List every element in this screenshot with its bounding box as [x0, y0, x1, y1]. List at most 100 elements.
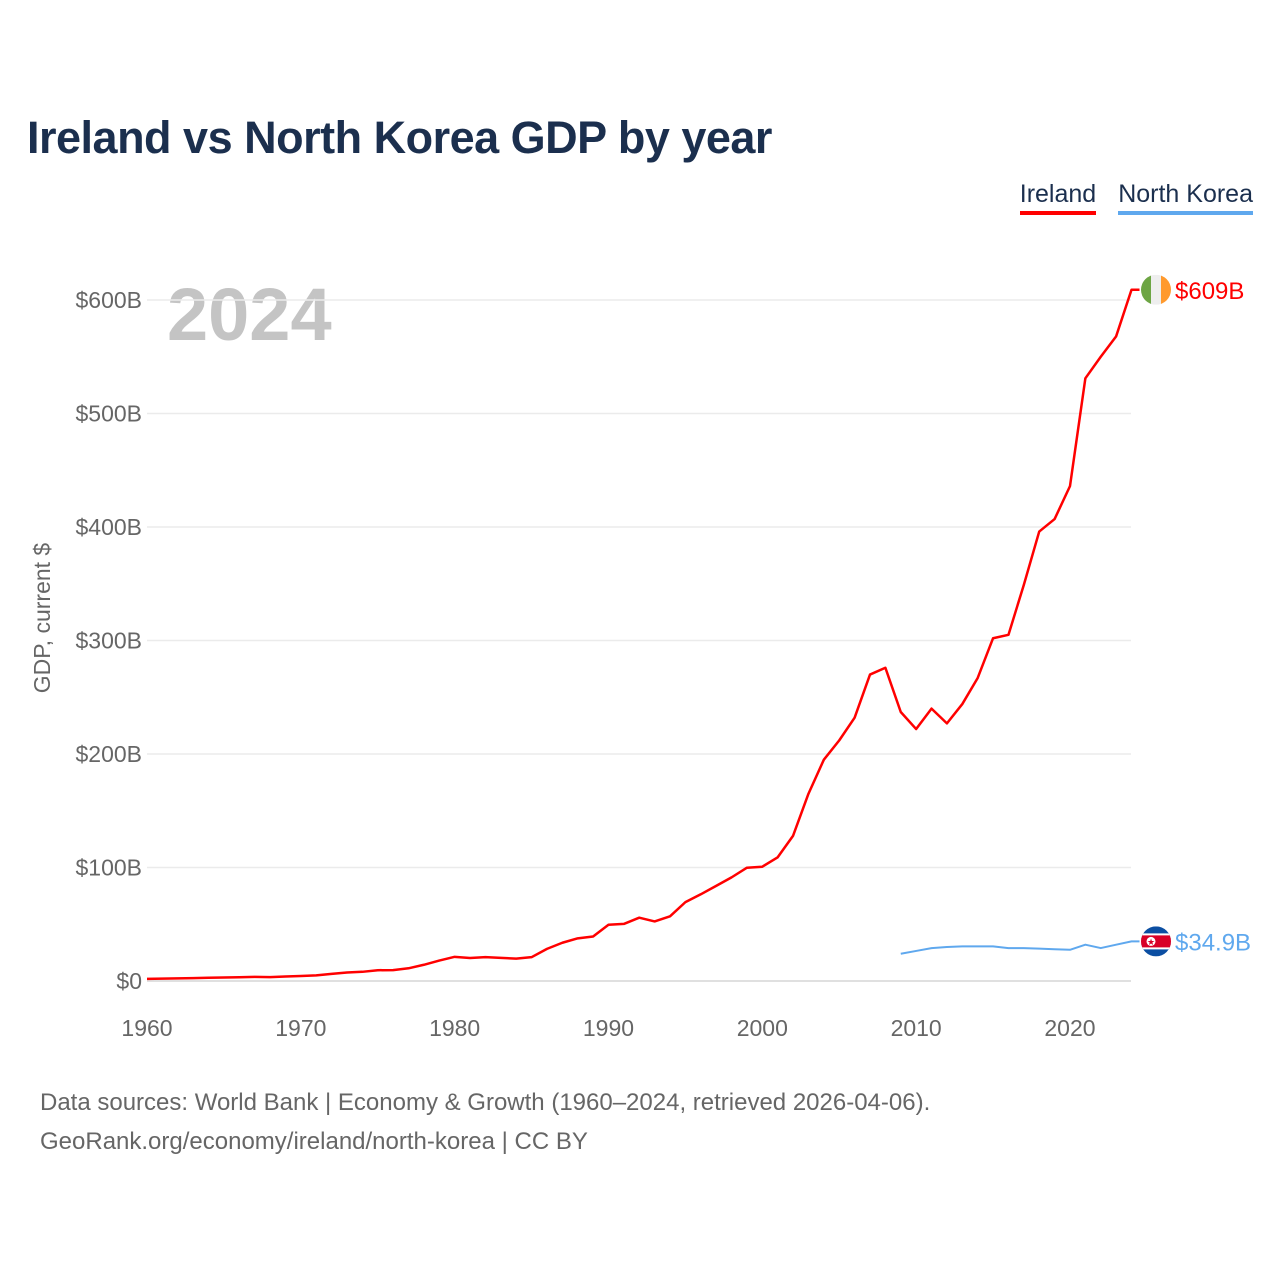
data-point: [190, 975, 196, 981]
data-point: [929, 945, 935, 951]
data-point: [1113, 942, 1119, 948]
data-point: [1067, 483, 1073, 489]
data-point: [1036, 529, 1042, 535]
data-point: [452, 954, 458, 960]
data-point: [867, 672, 873, 678]
data-point: [252, 974, 258, 980]
x-tick-label: 1990: [583, 1015, 634, 1041]
x-tick-label: 1960: [121, 1015, 172, 1041]
data-point: [1005, 945, 1011, 951]
data-point: [805, 791, 811, 797]
data-point: [759, 864, 765, 870]
data-point: [529, 954, 535, 960]
data-point: [744, 865, 750, 871]
y-tick-label: $600B: [75, 287, 142, 313]
data-point: [144, 976, 150, 982]
data-point: [1052, 516, 1058, 522]
svg-text:★: ★: [1147, 937, 1155, 947]
data-point: [959, 943, 965, 949]
data-point: [605, 922, 611, 928]
chart-title: Ireland vs North Korea GDP by year: [27, 112, 772, 163]
data-point: [929, 706, 935, 712]
data-point: [206, 975, 212, 981]
data-point: [1005, 632, 1011, 638]
data-point: [1098, 945, 1104, 951]
north-korea-flag-icon: ★: [1141, 926, 1171, 957]
data-point: [944, 720, 950, 726]
ireland-flag-icon: [1141, 274, 1171, 305]
footer-sources: Data sources: World Bank | Economy & Gro…: [40, 1089, 931, 1116]
data-point: [175, 975, 181, 981]
data-point: [406, 965, 412, 971]
x-tick-label: 1980: [429, 1015, 480, 1041]
data-point: [421, 962, 427, 968]
data-point: [852, 715, 858, 721]
data-point: [913, 948, 919, 954]
data-point: [498, 955, 504, 961]
data-point: [975, 943, 981, 949]
y-tick-label: $400B: [75, 514, 142, 540]
data-point: [313, 972, 319, 978]
data-point: [621, 921, 627, 927]
data-point: [159, 976, 165, 982]
data-point: [944, 944, 950, 950]
data-point: [298, 973, 304, 979]
legend: Ireland North Korea: [1019, 180, 1253, 215]
y-tick-label: $0: [116, 968, 142, 994]
data-point: [482, 954, 488, 960]
series-line-ireland: [146, 288, 1140, 981]
end-value-label: $609B: [1175, 278, 1244, 305]
data-point: [559, 940, 565, 946]
end-value-label: $34.9B: [1175, 929, 1251, 956]
data-point: [1021, 945, 1027, 951]
data-point: [359, 969, 365, 975]
data-point: [236, 974, 242, 980]
data-point: [467, 955, 473, 961]
data-point: [698, 891, 704, 897]
legend-ireland[interactable]: Ireland: [1019, 180, 1097, 215]
data-point: [898, 951, 904, 957]
y-axis-label: GDP, current $: [29, 543, 55, 694]
y-tick-label: $500B: [75, 401, 142, 427]
data-point: [590, 934, 596, 940]
data-point: [975, 675, 981, 681]
data-point: [713, 883, 719, 889]
data-point: [636, 915, 642, 921]
x-tick-label: 1970: [275, 1015, 326, 1041]
data-point: [1129, 287, 1135, 293]
data-point: [775, 854, 781, 860]
footer-link[interactable]: GeoRank.org/economy/ireland/north-korea …: [40, 1128, 588, 1155]
data-point: [1129, 938, 1135, 944]
year-watermark: 2024: [167, 273, 332, 356]
data-point: [436, 958, 442, 964]
data-point: [1082, 942, 1088, 948]
x-tick-label: 2010: [891, 1015, 942, 1041]
data-point: [1036, 946, 1042, 952]
data-point: [882, 665, 888, 671]
data-point: [990, 943, 996, 949]
data-point: [513, 956, 519, 962]
series-line-north-korea: [900, 940, 1140, 955]
data-point: [913, 726, 919, 732]
data-point: [836, 737, 842, 743]
legend-north-korea[interactable]: North Korea: [1118, 180, 1253, 215]
data-point: [1067, 947, 1073, 953]
data-point: [375, 967, 381, 973]
data-point: [667, 913, 673, 919]
data-point: [652, 918, 658, 924]
x-tick-label: 2020: [1044, 1015, 1095, 1041]
data-point: [990, 635, 996, 641]
data-point: [959, 701, 965, 707]
data-point: [390, 967, 396, 973]
data-point: [821, 757, 827, 763]
data-point: [898, 709, 904, 715]
data-point: [282, 973, 288, 979]
data-point: [221, 974, 227, 980]
data-point: [1021, 582, 1027, 588]
y-tick-label: $100B: [75, 855, 142, 881]
data-point: [544, 946, 550, 952]
data-point: [344, 969, 350, 975]
data-point: [1052, 946, 1058, 952]
data-point: [267, 974, 273, 980]
data-point: [1113, 333, 1119, 339]
